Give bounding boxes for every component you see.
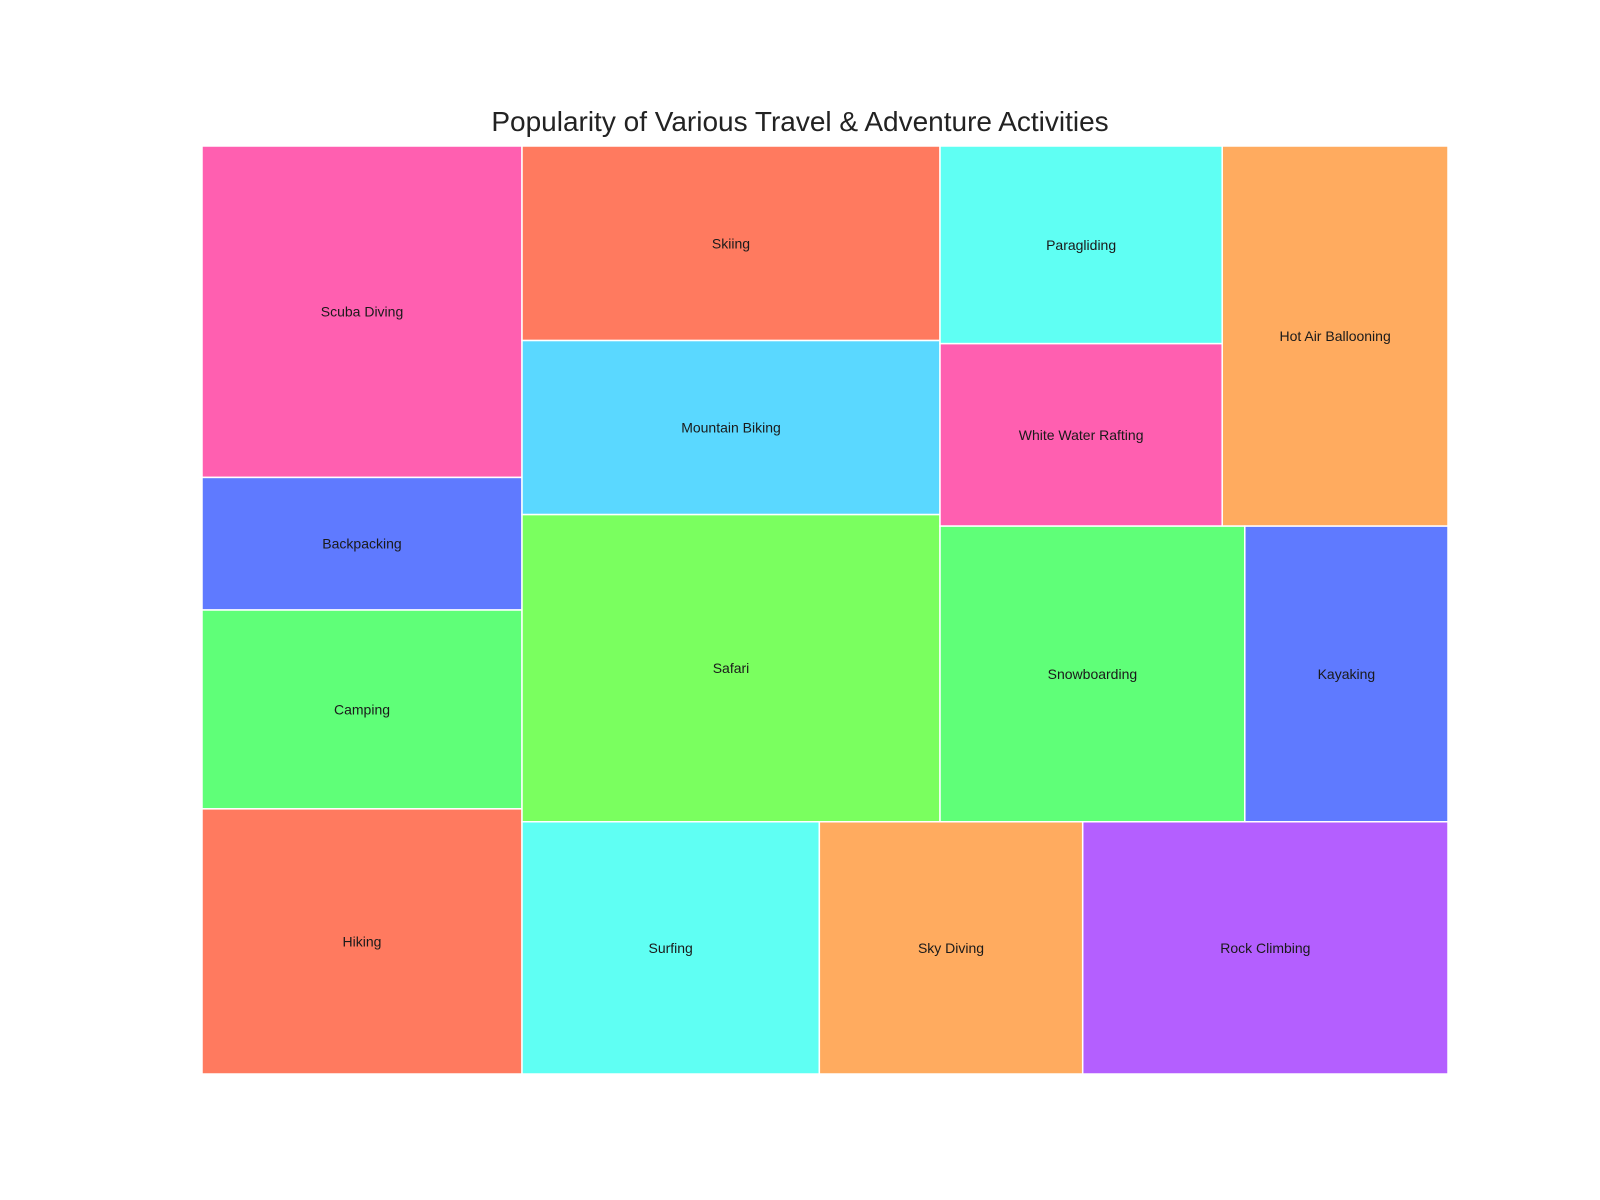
tile-kayaking <box>1244 525 1449 823</box>
tile-rock-climbing <box>1081 821 1449 1075</box>
tile-scuba-diving <box>201 145 523 479</box>
tile-label-hiking: Hiking <box>343 933 382 949</box>
tile-hiking <box>201 808 523 1075</box>
tile-label-camping: Camping <box>334 701 390 717</box>
tile-label-safari: Safari <box>713 660 750 676</box>
tile-safari <box>521 513 941 823</box>
tile-label-paragliding: Paragliding <box>1046 237 1116 253</box>
tile-label-hot-air-ballooning: Hot Air Ballooning <box>1279 328 1390 344</box>
tile-label-sky-diving: Sky Diving <box>918 940 984 956</box>
tile-label-backpacking: Backpacking <box>322 536 401 552</box>
tile-label-surfing: Surfing <box>648 940 692 956</box>
tile-sky-diving <box>818 821 1084 1075</box>
tile-label-kayaking: Kayaking <box>1318 666 1376 682</box>
tile-label-snowboarding: Snowboarding <box>1048 666 1138 682</box>
tile-label-rock-climbing: Rock Climbing <box>1220 940 1310 956</box>
tile-label-scuba-diving: Scuba Diving <box>321 304 404 320</box>
tile-label-mountain-biking: Mountain Biking <box>681 420 781 436</box>
tile-camping <box>201 609 523 810</box>
tile-mountain-biking <box>521 339 941 516</box>
tile-backpacking <box>201 476 523 611</box>
tile-surfing <box>521 821 821 1075</box>
tile-paragliding <box>939 145 1223 345</box>
tile-label-skiing: Skiing <box>712 235 750 251</box>
tile-label-white-water-rafting: White Water Rafting <box>1019 427 1144 443</box>
chart-title: Popularity of Various Travel & Adventure… <box>491 106 1109 137</box>
tile-white-water-rafting <box>939 342 1223 527</box>
tile-hot-air-ballooning <box>1221 145 1449 527</box>
